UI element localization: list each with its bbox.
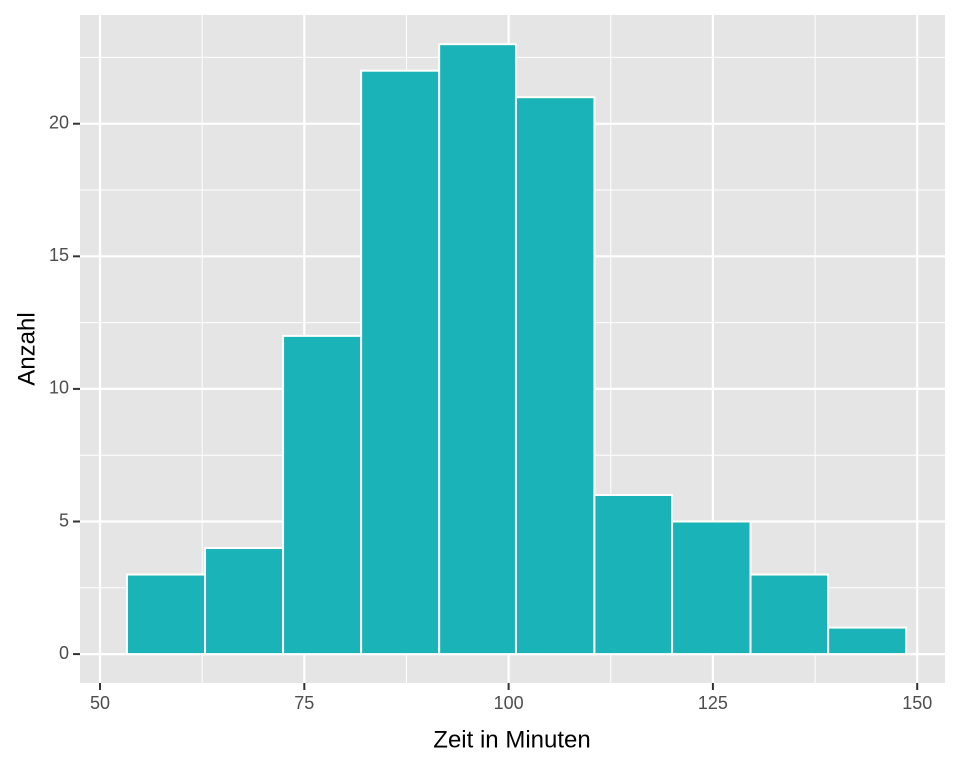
y-tick-label: 15 xyxy=(49,245,69,265)
x-tick-label: 50 xyxy=(90,693,110,713)
x-tick-label: 150 xyxy=(902,693,932,713)
bar xyxy=(593,493,674,656)
bar xyxy=(514,96,596,656)
y-axis-title: Anzahl xyxy=(13,312,40,385)
bar xyxy=(671,520,752,656)
bar xyxy=(125,573,207,656)
bar xyxy=(438,43,517,656)
bars xyxy=(125,43,908,656)
bar xyxy=(282,334,363,656)
x-tick-label: 75 xyxy=(294,693,314,713)
y-tick-label: 10 xyxy=(49,378,69,398)
x-axis-title: Zeit in Minuten xyxy=(433,726,590,753)
bar xyxy=(749,573,830,656)
x-tick-label: 100 xyxy=(494,693,524,713)
bar xyxy=(360,69,441,656)
y-tick-label: 5 xyxy=(59,510,69,530)
axes: 50 75 100 125 150 0 5 10 15 20 xyxy=(49,112,932,712)
y-tick-label: 20 xyxy=(49,112,69,132)
bar xyxy=(827,626,908,656)
bar xyxy=(204,547,285,656)
x-tick-label: 125 xyxy=(698,693,728,713)
y-tick-label: 0 xyxy=(59,643,69,663)
